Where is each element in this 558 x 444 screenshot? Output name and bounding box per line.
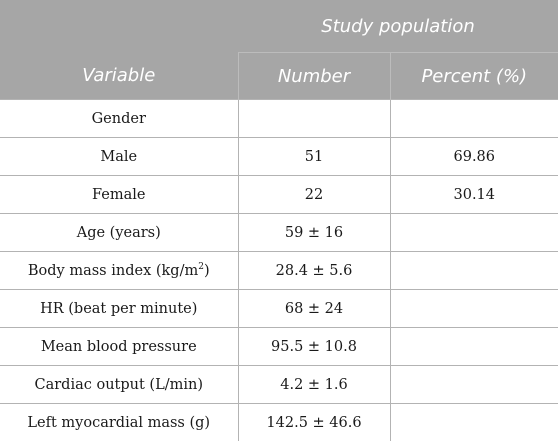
table-row: Body mass index (kg/m2) 28.4 ± 5.6 bbox=[0, 251, 558, 290]
cell-percent bbox=[389, 99, 558, 138]
cell-variable-superscript: 2 bbox=[198, 261, 204, 272]
cell-percent bbox=[389, 289, 558, 328]
cell-variable-suffix: ) bbox=[203, 262, 210, 279]
cell-variable: Gender bbox=[0, 99, 239, 138]
header-variable: Variable bbox=[0, 52, 238, 100]
cell-variable: Cardiac output (L/min) bbox=[0, 365, 239, 404]
cell-number: 68 ± 24 bbox=[237, 289, 391, 328]
table-row: Mean blood pressure 95.5 ± 10.8 bbox=[0, 327, 558, 366]
cell-percent bbox=[389, 403, 558, 441]
cell-percent bbox=[389, 327, 558, 366]
cell-variable: Age (years) bbox=[0, 213, 239, 252]
header-group-label: Study population bbox=[238, 0, 558, 53]
header-percent: Percent (%) bbox=[389, 52, 558, 100]
table-row: Left myocardial mass (g) 142.5 ± 46.6 bbox=[0, 403, 558, 441]
cell-percent bbox=[389, 365, 558, 404]
cell-number: 22 bbox=[237, 175, 391, 214]
cell-number: 142.5 ± 46.6 bbox=[237, 403, 391, 441]
cell-percent: 30.14 bbox=[389, 175, 558, 214]
cell-variable: Body mass index (kg/m2) bbox=[0, 251, 239, 290]
table-row: HR (beat per minute) 68 ± 24 bbox=[0, 289, 558, 328]
cell-variable: HR (beat per minute) bbox=[0, 289, 239, 328]
cell-variable: Left myocardial mass (g) bbox=[0, 403, 239, 441]
cell-variable: Mean blood pressure bbox=[0, 327, 239, 366]
cell-number bbox=[237, 99, 391, 138]
table-row: Male 51 69.86 bbox=[0, 137, 558, 176]
table-row: Gender bbox=[0, 99, 558, 138]
cell-percent: 69.86 bbox=[389, 137, 558, 176]
header-number: Number bbox=[237, 52, 390, 100]
table-row: Cardiac output (L/min) 4.2 ± 1.6 bbox=[0, 365, 558, 404]
cell-number: 4.2 ± 1.6 bbox=[237, 365, 391, 404]
table-row: Female 22 30.14 bbox=[0, 175, 558, 214]
cell-percent bbox=[389, 213, 558, 252]
cell-number: 95.5 ± 10.8 bbox=[237, 327, 391, 366]
cell-number: 59 ± 16 bbox=[237, 213, 391, 252]
cell-number: 51 bbox=[237, 137, 391, 176]
table-body: Gender Male 51 69.86 Female 22 30.14 Age… bbox=[0, 99, 558, 441]
cell-percent bbox=[389, 251, 558, 290]
table-header: Study population Variable Number Percent… bbox=[0, 0, 558, 100]
header-blank-cell bbox=[0, 0, 238, 53]
cell-variable-text: Body mass index (kg/m bbox=[27, 262, 199, 279]
cell-number: 28.4 ± 5.6 bbox=[237, 251, 391, 290]
cell-variable: Male bbox=[0, 137, 239, 176]
table-row: Age (years) 59 ± 16 bbox=[0, 213, 558, 252]
cell-variable: Female bbox=[0, 175, 239, 214]
